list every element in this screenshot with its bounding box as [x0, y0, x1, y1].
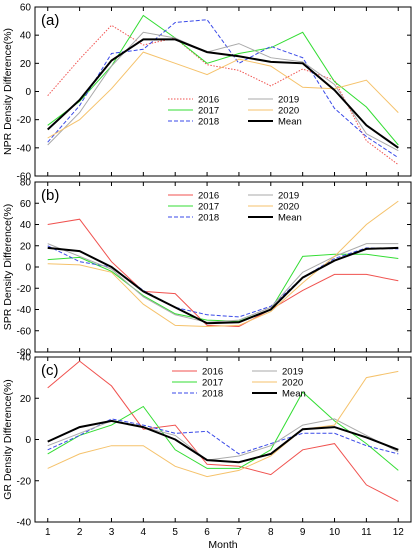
legend-label-2019: 2019 [278, 95, 299, 106]
y-tick-label: -40 [17, 143, 32, 154]
x-tick-label: 7 [236, 527, 242, 538]
legend-label-2017: 2017 [198, 106, 219, 117]
y-tick-label: -60 [17, 326, 32, 337]
y-tick-label: -20 [17, 476, 32, 487]
plot-frame [34, 6, 412, 177]
series-line-mean [47, 419, 399, 464]
x-axis-label: Month [208, 539, 237, 550]
legend-label-2016: 2016 [198, 95, 219, 106]
x-tick-label: 5 [172, 527, 178, 538]
plot-frame [34, 181, 412, 353]
legend-label-2017: 2017 [202, 378, 223, 389]
series-line-mean [47, 38, 399, 149]
y-tick-label: -40 [17, 518, 32, 529]
x-tick-label: 9 [300, 527, 306, 538]
y-tick-label: 60 [20, 3, 32, 14]
legend-label-2020: 2020 [278, 106, 299, 117]
series-line-2020 [47, 200, 399, 328]
x-tick-label: 6 [204, 527, 210, 538]
x-tick-label: 4 [141, 527, 147, 538]
series-line-2017 [47, 391, 399, 471]
legend-label-2017: 2017 [198, 202, 219, 213]
series-line-2019 [47, 243, 399, 323]
x-tick-label: 8 [268, 527, 274, 538]
legend-label-2018: 2018 [198, 117, 219, 128]
legend-label-2019: 2019 [282, 367, 303, 378]
y-axis-label: NPR Density Difference(%) [2, 28, 14, 155]
panel-label: (a) [41, 12, 59, 29]
x-tick-label: 2 [77, 527, 83, 538]
legend-label-2016: 2016 [202, 367, 223, 378]
y-tick-label: 40 [20, 220, 32, 231]
series-line-2018 [47, 418, 399, 455]
panel-label: (c) [41, 362, 59, 379]
series-line-2018 [47, 245, 399, 318]
series-line-mean [47, 246, 399, 325]
y-axis-label: GR Density Difference(%) [2, 379, 14, 500]
x-tick-label: 11 [361, 527, 372, 538]
panel-2: -80 -60 -40 -20 0 20 40 60 80 (b) SPR Density Diff… [2, 178, 412, 359]
y-tick-label: 20 [20, 394, 32, 405]
series-line-2019 [47, 418, 399, 461]
series-line-2020 [47, 51, 399, 139]
y-tick-label: -60 [17, 172, 32, 183]
legend-label-2018: 2018 [202, 389, 223, 400]
legend-label-2018: 2018 [198, 213, 219, 224]
series-line-2020 [47, 370, 399, 478]
y-tick-label: 20 [20, 241, 32, 252]
y-tick-label: 0 [25, 263, 31, 274]
x-tick-label: 10 [329, 527, 341, 538]
y-tick-label: 0 [25, 435, 31, 446]
legend-label-2019: 2019 [278, 191, 299, 202]
y-tick-label: 80 [20, 178, 32, 189]
x-tick-label: 12 [393, 527, 405, 538]
y-axis-label: SPR Density Difference(%) [2, 204, 14, 330]
series-line-2019 [47, 31, 399, 152]
y-tick-label: 20 [20, 59, 32, 70]
y-tick-label: 0 [25, 87, 31, 98]
series-line-2016 [47, 360, 399, 502]
legend-label-mean: Mean [278, 213, 302, 224]
y-tick-label: 40 [20, 353, 32, 364]
legend-label-2020: 2020 [278, 202, 299, 213]
x-tick-label: 1 [45, 527, 51, 538]
series-line-2017 [47, 14, 399, 146]
panel-label: (b) [41, 187, 59, 204]
legend-label-mean: Mean [278, 117, 302, 128]
legend-label-2020: 2020 [282, 378, 303, 389]
y-tick-label: -40 [17, 305, 32, 316]
series-line-2016 [47, 218, 399, 328]
series-line-2016 [47, 24, 399, 166]
series-line-2018 [47, 19, 399, 159]
panel-1: -60 -40 -20 0 20 40 60 (a) NPR Density Differenc… [2, 3, 412, 183]
legend-label-mean: Mean [282, 389, 306, 400]
x-tick-label: 3 [109, 527, 115, 538]
y-tick-label: -20 [17, 115, 32, 126]
y-tick-label: -80 [17, 348, 32, 359]
y-tick-label: 40 [20, 31, 32, 42]
legend-label-2016: 2016 [198, 191, 219, 202]
y-tick-label: 60 [20, 199, 32, 210]
y-tick-label: -20 [17, 284, 32, 295]
